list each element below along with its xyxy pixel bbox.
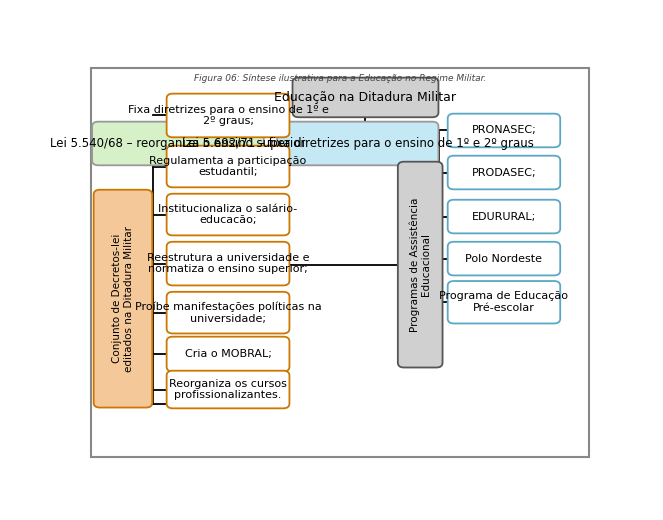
FancyBboxPatch shape (166, 292, 290, 333)
FancyBboxPatch shape (166, 94, 290, 137)
Text: Figura 06: Síntese ilustrativa para a Educação no Regime Militar.: Figura 06: Síntese ilustrativa para a Ed… (194, 74, 486, 83)
Text: Lei 5.692/71 – fixa diretrizes para o ensino de 1º e 2º graus: Lei 5.692/71 – fixa diretrizes para o en… (182, 137, 534, 150)
Text: Educação na Ditadura Militar: Educação na Ditadura Militar (274, 91, 457, 104)
FancyBboxPatch shape (398, 162, 443, 368)
Text: Reestrutura a universidade e
normatiza o ensino superior;: Reestrutura a universidade e normatiza o… (147, 253, 309, 275)
Text: Lei 5.540/68 – reorganiza o ensino superior: Lei 5.540/68 – reorganiza o ensino super… (50, 137, 306, 150)
FancyBboxPatch shape (166, 194, 290, 236)
Text: Programas de Assistência
Educacional: Programas de Assistência Educacional (409, 198, 431, 332)
FancyBboxPatch shape (166, 336, 290, 371)
FancyBboxPatch shape (448, 281, 560, 323)
FancyBboxPatch shape (166, 242, 290, 285)
Text: Institucionaliza o salário-
educacão;: Institucionaliza o salário- educacão; (158, 204, 298, 225)
FancyBboxPatch shape (91, 69, 589, 457)
Text: Cria o MOBRAL;: Cria o MOBRAL; (184, 349, 271, 359)
FancyBboxPatch shape (448, 200, 560, 233)
Text: Regulamenta a participação
estudantil;: Regulamenta a participação estudantil; (149, 155, 307, 177)
FancyBboxPatch shape (292, 77, 438, 117)
Text: PRODASEC;: PRODASEC; (471, 167, 536, 177)
FancyBboxPatch shape (92, 122, 264, 165)
FancyBboxPatch shape (448, 155, 560, 189)
Text: Polo Nordeste: Polo Nordeste (465, 254, 542, 264)
Text: PRONASEC;: PRONASEC; (471, 125, 536, 136)
Text: Programa de Educação
Pré-escolar: Programa de Educação Pré-escolar (440, 291, 568, 313)
FancyBboxPatch shape (166, 371, 290, 408)
Text: Fixa diretrizes para o ensino de 1º e
2º graus;: Fixa diretrizes para o ensino de 1º e 2º… (127, 105, 328, 126)
FancyBboxPatch shape (93, 190, 152, 408)
FancyBboxPatch shape (166, 146, 290, 187)
Text: EDURURAL;: EDURURAL; (472, 212, 536, 222)
Text: Proíbe manifestações políticas na
universidade;: Proíbe manifestações políticas na univer… (135, 302, 322, 323)
FancyBboxPatch shape (448, 242, 560, 276)
Text: Reorganiza os cursos
profissionalizantes.: Reorganiza os cursos profissionalizantes… (169, 379, 287, 400)
Text: Conjunto de Decretos-lei
editados na Ditadura Militar: Conjunto de Decretos-lei editados na Dit… (112, 226, 134, 372)
FancyBboxPatch shape (277, 122, 438, 165)
FancyBboxPatch shape (448, 114, 560, 147)
